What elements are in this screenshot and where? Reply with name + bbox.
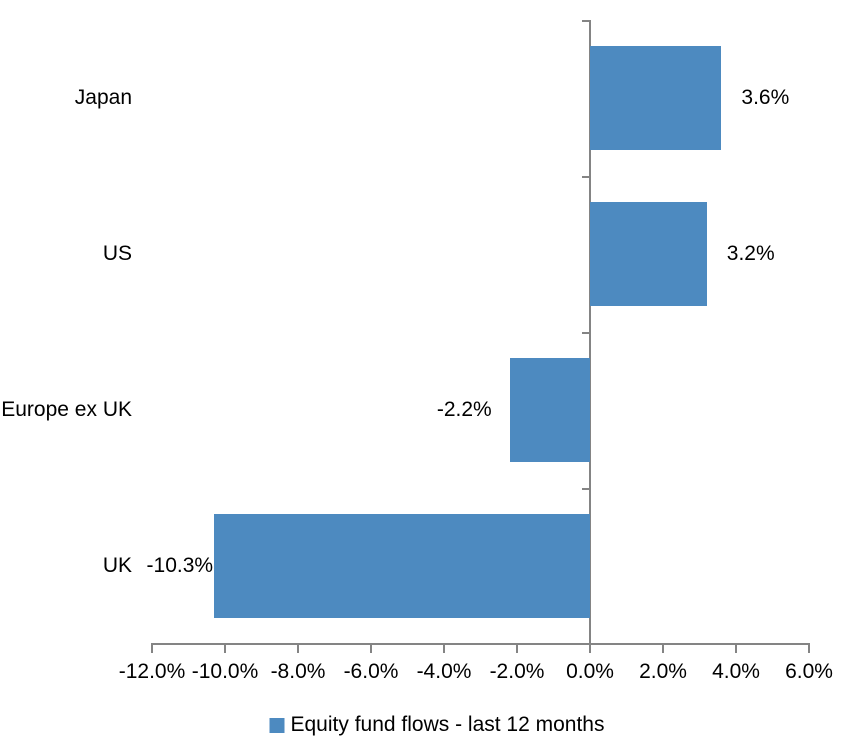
x-axis-line (152, 643, 810, 645)
legend-series-label: Equity fund flows - last 12 months (290, 713, 605, 736)
legend-color-swatch (269, 717, 285, 733)
plot-area: 3.6% 3.2% -2.2% -10.3% Japan US Europe ex UK U… (1, 20, 833, 683)
x-axis-tick-label: -10.0% (191, 660, 259, 683)
x-axis-tick-mark (589, 643, 591, 653)
x-axis-tick-label: -8.0% (270, 660, 326, 683)
category-label: UK (102, 554, 132, 577)
x-axis-tick-label: -2.0% (489, 660, 545, 683)
y-axis-line (589, 20, 591, 653)
x-axis-tick-label: 4.0% (712, 660, 760, 683)
x-axis-tick-mark (735, 643, 737, 653)
bar-value-label: -2.2% (436, 398, 492, 421)
category-label: Europe ex UK (1, 398, 132, 421)
y-axis-tick-mark (582, 488, 590, 490)
bar-value-label: 3.6% (741, 86, 790, 109)
x-axis-tick-mark (443, 643, 445, 653)
x-axis-tick-mark (370, 643, 372, 653)
x-axis-tick-label: -12.0% (118, 660, 186, 683)
x-axis-tick-mark (662, 643, 664, 653)
x-axis-tick-label: -6.0% (343, 660, 399, 683)
category-label: US (102, 242, 132, 265)
x-axis-tick-mark (516, 643, 518, 653)
y-axis-tick-mark (582, 332, 590, 334)
bar-uk (214, 514, 590, 618)
bar-japan (590, 46, 722, 150)
x-axis-tick-label: 2.0% (639, 660, 687, 683)
x-axis-tick-label: 0.0% (566, 660, 614, 683)
x-axis-tick-label: -4.0% (416, 660, 472, 683)
bar-us (590, 202, 707, 306)
bar-europe-ex-uk (509, 358, 590, 462)
x-axis-tick-mark (151, 643, 153, 653)
y-axis-tick-mark (582, 20, 590, 22)
x-axis-tick-mark (297, 643, 299, 653)
x-axis-tick-mark (224, 643, 226, 653)
bar-value-label: -10.3% (146, 554, 214, 577)
bar-value-label: 3.2% (726, 242, 775, 265)
legend: Equity fund flows - last 12 months (269, 711, 605, 739)
x-axis-tick-mark (808, 643, 810, 653)
y-axis-tick-mark (582, 176, 590, 178)
category-label: Japan (74, 86, 132, 109)
x-axis-tick-label: 6.0% (785, 660, 833, 683)
